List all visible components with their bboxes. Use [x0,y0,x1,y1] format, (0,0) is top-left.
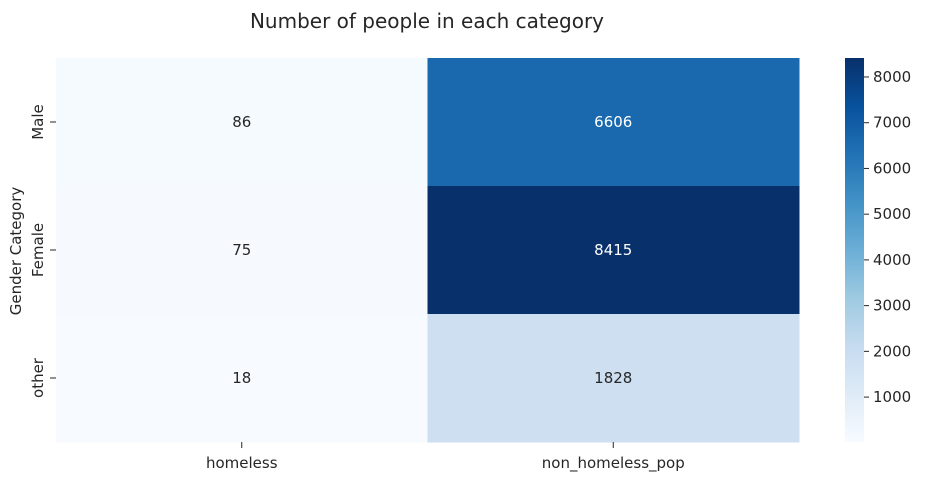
heatmap-cell-labels: 86 6606 75 8415 18 1828 [232,113,632,387]
colorbar-tick-label: 5000 [873,205,911,223]
cell-value-label: 1828 [594,369,632,387]
colorbar-tick-label: 4000 [873,251,911,269]
cell-value-label: 18 [232,369,251,387]
heatmap-cell [56,314,428,443]
colorbar-tick-label: 3000 [873,297,911,315]
colorbar-tick-label: 8000 [873,68,911,86]
x-axis-ticks: homeless non_homeless_pop [206,442,685,473]
cell-value-label: 6606 [594,113,632,131]
chart-title: Number of people in each category [250,9,604,33]
x-tick-label: homeless [206,454,278,472]
colorbar-tick-label: 6000 [873,159,911,177]
colorbar [845,58,864,442]
x-tick-label: non_homeless_pop [542,454,685,473]
y-axis-ticks: Male Female other [29,104,56,398]
heatmap-cell [427,314,800,443]
cell-value-label: 8415 [594,241,632,259]
heatmap-cell [56,186,428,315]
heatmap-cell [427,58,800,187]
colorbar-tick-label: 2000 [873,342,911,360]
y-tick-label: other [29,357,47,398]
heatmap-cell [427,186,800,315]
heatmap-cells [56,58,800,443]
y-tick-label: Male [29,104,47,140]
cell-value-label: 75 [232,241,251,259]
colorbar-ticks: 1000 2000 3000 4000 5000 6000 7000 8000 [864,68,911,406]
y-axis-label: Gender Category [7,187,25,316]
y-tick-label: Female [29,223,47,277]
cell-value-label: 86 [232,113,251,131]
heatmap-cell [56,58,428,187]
colorbar-tick-label: 7000 [873,114,911,132]
colorbar-tick-label: 1000 [873,388,911,406]
